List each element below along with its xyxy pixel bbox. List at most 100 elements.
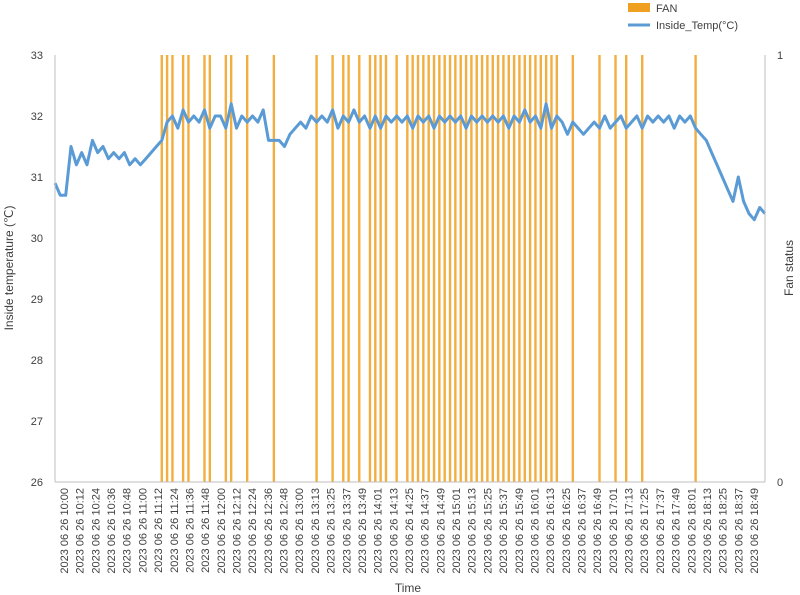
fan-bar xyxy=(539,55,542,482)
x-tick-label: 2023 06 26 18:25 xyxy=(718,488,730,574)
x-tick-label: 2023 06 26 17:13 xyxy=(624,488,636,574)
fan-bar xyxy=(422,55,425,482)
fan-bar xyxy=(694,55,697,482)
fan-bar xyxy=(245,55,249,482)
left-y-axis-title: Inside temperature (℃) xyxy=(2,206,16,331)
x-tick-label: 2023 06 26 15:01 xyxy=(451,488,463,574)
fan-bar xyxy=(187,55,190,482)
fan-bar xyxy=(448,55,452,482)
fan-bar xyxy=(544,55,548,482)
x-tick-label: 2023 06 26 18:37 xyxy=(733,488,745,574)
x-tick-label: 2023 06 26 15:13 xyxy=(467,488,479,574)
fan-bar xyxy=(416,55,420,482)
fan-bar xyxy=(480,55,484,482)
fan-bar xyxy=(432,55,436,482)
legend-label-fan: FAN xyxy=(656,3,677,15)
fan-bar xyxy=(555,55,559,482)
fan-bar xyxy=(470,55,473,482)
x-tick-labels: 2023 06 26 10:00 2023 06 26 10:12 2023 06 … xyxy=(59,488,761,574)
fan-bar xyxy=(459,55,462,482)
x-tick-label: 2023 06 26 15:25 xyxy=(482,488,494,574)
x-tick-label: 2023 06 26 10:24 xyxy=(90,488,102,574)
x-tick-label: 2023 06 26 14:13 xyxy=(388,488,400,574)
right-y-tick-label: 0 xyxy=(777,477,783,489)
x-tick-label: 2023 06 26 11:00 xyxy=(137,488,149,573)
x-tick-label: 2023 06 26 17:37 xyxy=(655,488,667,574)
fan-bar xyxy=(464,55,468,482)
x-tick-label: 2023 06 26 18:13 xyxy=(702,488,714,574)
x-tick-label: 2023 06 26 17:25 xyxy=(639,488,651,574)
fan-bar xyxy=(272,55,276,482)
fan-bar xyxy=(342,55,345,482)
x-tick-label: 2023 06 26 15:49 xyxy=(514,488,526,574)
x-tick-label: 2023 06 26 10:00 xyxy=(59,488,71,574)
fan-bar xyxy=(625,55,628,482)
fan-bar xyxy=(384,55,388,482)
fan-bar xyxy=(315,55,318,482)
x-tick-label: 2023 06 26 18:49 xyxy=(749,488,761,574)
fan-bar xyxy=(395,55,398,482)
x-tick-label: 2023 06 26 11:48 xyxy=(200,488,212,573)
x-tick-label: 2023 06 26 15:37 xyxy=(498,488,510,574)
right-y-axis-title: Fan status xyxy=(782,240,796,296)
fan-bar xyxy=(512,55,516,482)
x-tick-label: 2023 06 26 12:24 xyxy=(247,488,259,574)
fan-bar xyxy=(331,55,334,482)
x-tick-label: 2023 06 26 13:37 xyxy=(341,488,353,574)
x-tick-label: 2023 06 26 17:49 xyxy=(671,488,683,574)
x-tick-label: 2023 06 26 14:01 xyxy=(373,488,385,574)
legend-label-temp: Inside_Temp(°C) xyxy=(656,20,738,32)
x-tick-label: 2023 06 26 11:24 xyxy=(169,488,181,573)
fan-bar xyxy=(165,55,169,482)
left-y-tick-labels: 33 32 31 30 29 28 27 26 xyxy=(31,50,43,489)
x-tick-label: 2023 06 26 16:37 xyxy=(577,488,589,574)
fan-bar xyxy=(486,55,489,482)
fan-bar xyxy=(224,55,228,482)
fan-bar xyxy=(550,55,553,482)
x-tick-label: 2023 06 26 14:49 xyxy=(435,488,447,574)
fan-bar xyxy=(491,55,494,482)
legend: FAN Inside_Temp(°C) xyxy=(628,3,738,32)
x-tick-label: 2023 06 26 10:36 xyxy=(106,488,118,574)
fan-bar xyxy=(181,55,185,482)
right-y-tick-label: 1 xyxy=(777,50,783,62)
fan-bar xyxy=(379,55,382,482)
x-tick-label: 2023 06 26 13:13 xyxy=(310,488,322,574)
fan-bar xyxy=(502,55,505,482)
fan-bar xyxy=(528,55,532,482)
x-tick-label: 2023 06 26 14:25 xyxy=(404,488,416,574)
x-tick-label: 2023 06 26 10:48 xyxy=(122,488,134,574)
x-tick-label: 2023 06 26 12:36 xyxy=(263,488,275,574)
fan-bar xyxy=(598,55,601,482)
x-tick-label: 2023 06 26 13:49 xyxy=(357,488,369,574)
fan-bar xyxy=(523,55,526,482)
series-line-inside-temp xyxy=(53,102,767,222)
left-y-tick-label: 27 xyxy=(31,416,43,428)
left-y-tick-label: 26 xyxy=(31,477,43,489)
left-y-tick-label: 30 xyxy=(31,233,43,245)
right-y-tick-labels: 10 xyxy=(777,50,783,489)
x-tick-label: 2023 06 26 13:00 xyxy=(294,488,306,574)
x-tick-label: 2023 06 26 13:25 xyxy=(326,488,338,574)
fan-bar xyxy=(614,55,617,482)
fan-bar xyxy=(507,55,510,482)
fan-bar xyxy=(229,55,233,482)
fan-bars xyxy=(160,55,697,482)
x-tick-label: 2023 06 26 16:25 xyxy=(561,488,573,574)
fan-bar xyxy=(406,55,409,482)
fan-bar xyxy=(374,55,377,482)
fan-bar xyxy=(443,55,446,482)
x-tick-label: 2023 06 26 18:01 xyxy=(686,488,698,574)
fan-bar xyxy=(368,55,372,482)
left-y-tick-label: 32 xyxy=(31,111,43,123)
x-tick-label: 2023 06 26 16:13 xyxy=(545,488,557,574)
left-y-tick-label: 33 xyxy=(31,50,43,62)
left-y-tick-label: 29 xyxy=(31,294,43,306)
x-tick-label: 2023 06 26 12:48 xyxy=(279,488,291,574)
fan-bar xyxy=(411,55,414,482)
fan-bar xyxy=(208,55,212,482)
x-tick-label: 2023 06 26 11:12 xyxy=(153,488,165,573)
x-tick-label: 2023 06 26 17:01 xyxy=(608,488,620,574)
